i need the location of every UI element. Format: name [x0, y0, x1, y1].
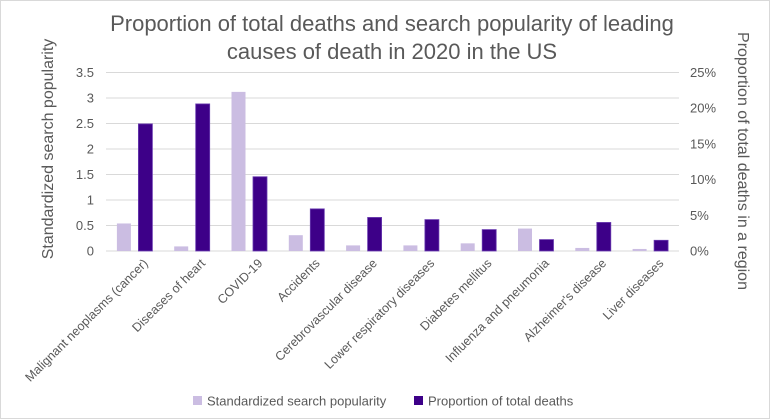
bar-proportion-deaths-influenza-and-pneumonia [539, 239, 554, 252]
x-axis-labels: Malignant neoplasms (cancer)Diseases of … [22, 256, 666, 385]
chart-title-line-2: causes of death in 2020 in the US [227, 39, 557, 64]
bar-search-popularity-diseases-of-heart [174, 246, 189, 251]
bar-proportion-deaths-malignant-neoplasms-cancer [137, 123, 153, 252]
gridlines [106, 72, 679, 252]
y2-tick-label: 10% [690, 172, 716, 187]
bar-proportion-deaths-accidents [309, 208, 325, 252]
y-tick-label: 2.5 [76, 116, 94, 131]
bar-proportion-deaths-diabetes-mellitus [481, 229, 497, 252]
y-axis-title: Standardized search popularity [40, 39, 57, 260]
y-axis-ticks: 0 0.5 1 1.5 2 2.5 3 3.5 [76, 65, 94, 259]
bar-proportion-deaths-cerebrovascular-disease [367, 217, 383, 252]
y-tick-label: 3 [87, 91, 94, 106]
x-tick-label: COVID-19 [215, 256, 266, 307]
legend: Standardized search popularity Proportio… [193, 394, 574, 409]
bar-search-popularity-liver-diseases [632, 248, 647, 251]
x-tick-label: Influenza and pneumonia [443, 256, 552, 365]
bar-search-popularity-accidents [288, 235, 303, 251]
bar-search-popularity-malignant-neoplasms-cancer [116, 223, 131, 251]
y2-tick-label: 15% [690, 136, 716, 151]
legend-swatch-proportion-deaths [414, 396, 423, 405]
legend-label-search-popularity: Standardized search popularity [207, 394, 387, 409]
bar-proportion-deaths-covid-19 [252, 176, 268, 252]
bar-search-popularity-alzheimer-s-disease [575, 247, 590, 251]
bar-proportion-deaths-lower-respiratory-diseases [424, 219, 440, 252]
y2-tick-label: 20% [690, 101, 716, 116]
x-tick-label: Lower respiratory diseases [322, 256, 438, 372]
legend-swatch-search-popularity [193, 396, 202, 405]
bar-proportion-deaths-liver-diseases [653, 239, 669, 252]
y-tick-label: 1 [87, 193, 94, 208]
y-tick-label: 0.5 [76, 218, 94, 233]
y2-axis-title: Proportion of total deaths in a region [734, 32, 751, 290]
bar-search-popularity-influenza-and-pneumonia [518, 228, 532, 251]
bar-proportion-deaths-diseases-of-heart [195, 103, 211, 252]
y-tick-label: 1.5 [76, 167, 94, 182]
y2-axis-ticks: 0% 5% 10% 15% 20% 25% [690, 65, 716, 259]
y2-tick-label: 25% [690, 65, 716, 80]
bar-search-popularity-covid-19 [231, 91, 246, 251]
x-tick-label: Malignant neoplasms (cancer) [22, 256, 150, 384]
y2-tick-label: 0% [690, 244, 709, 259]
y-tick-label: 0 [87, 244, 94, 259]
y-tick-label: 3.5 [76, 65, 94, 80]
chart-title: Proportion of total deaths and search po… [110, 11, 674, 64]
x-tick-label: Cerebrovascular disease [272, 256, 380, 364]
bar-proportion-deaths-alzheimer-s-disease [596, 222, 612, 252]
chart-title-line-1: Proportion of total deaths and search po… [110, 11, 674, 36]
y2-tick-label: 5% [690, 208, 709, 223]
x-tick-label: Liver diseases [600, 256, 666, 322]
y-tick-label: 2 [87, 142, 94, 157]
legend-label-proportion-deaths: Proportion of total deaths [428, 394, 574, 409]
bar-search-popularity-lower-respiratory-diseases [403, 245, 418, 251]
bar-search-popularity-cerebrovascular-disease [346, 245, 361, 251]
bars [116, 91, 669, 252]
bar-search-popularity-diabetes-mellitus [460, 243, 475, 251]
x-tick-label: Accidents [274, 256, 322, 304]
